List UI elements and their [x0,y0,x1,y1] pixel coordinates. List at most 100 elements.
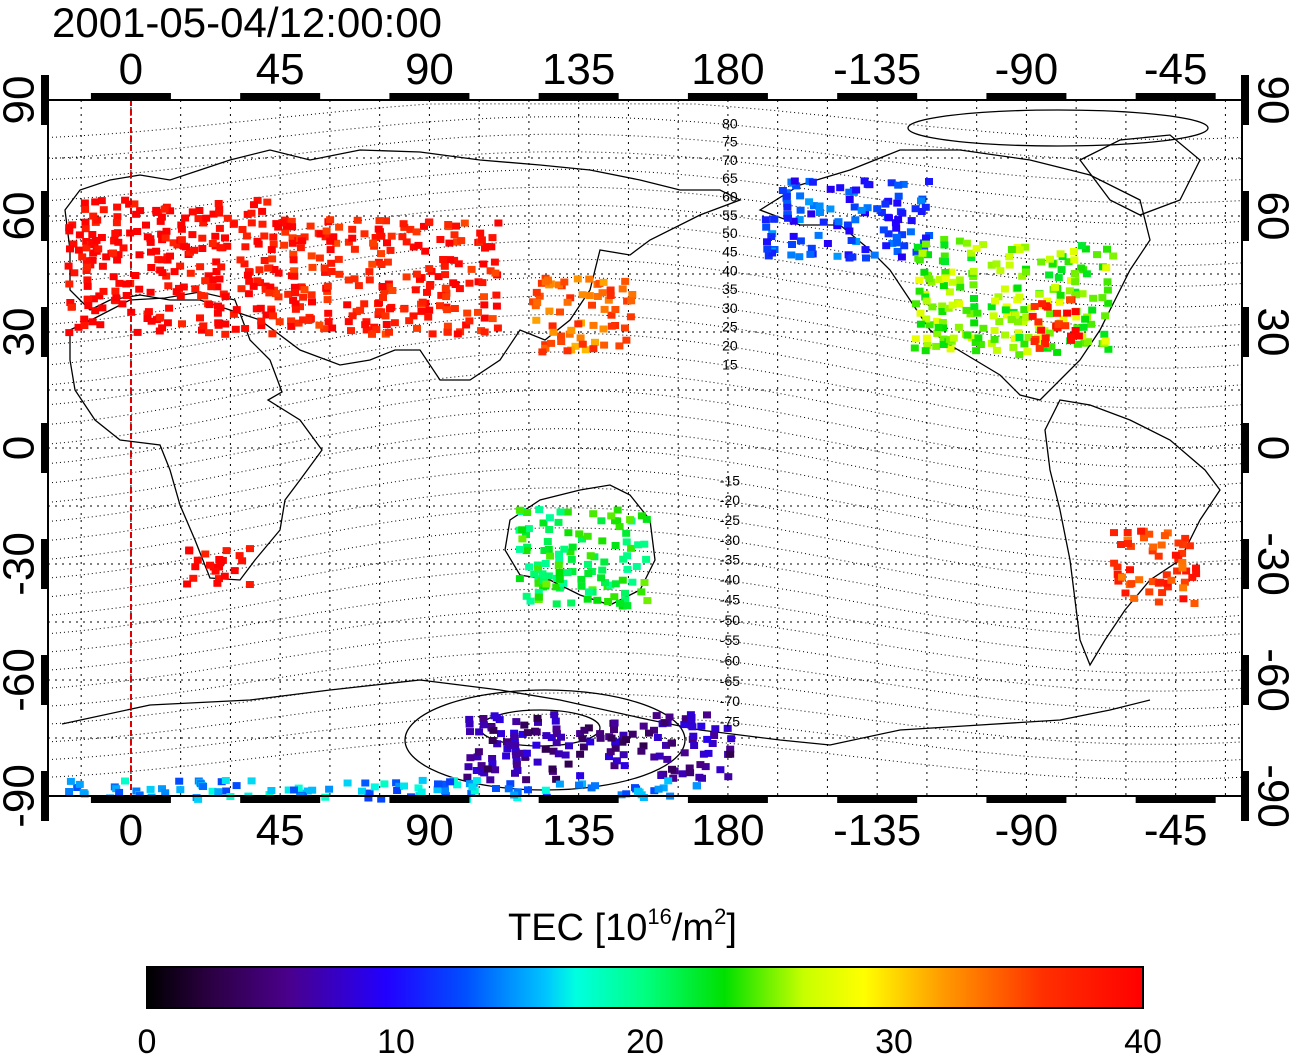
tec-cell [1064,258,1073,266]
tec-cell [385,328,393,336]
magnetic-contour [47,116,1243,162]
tec-cell [696,761,705,769]
tec-cell [925,275,934,283]
tec-cell [1079,323,1088,331]
tec-cell [1190,600,1199,607]
tec-cell [491,269,500,277]
tec-cell [622,336,631,344]
tec-cell [199,322,208,330]
tec-cell [365,268,374,276]
tec-cell [650,726,658,734]
tec-cell [65,280,74,288]
tec-cell [443,328,452,336]
tec-cell [1130,594,1139,602]
tec-cell [623,565,632,573]
tec-cell [610,726,618,734]
tec-cell [581,346,590,354]
magnetic-contour [47,168,1243,225]
tec-cell [381,312,390,320]
tec-cell [91,198,100,206]
tec-cell [1077,264,1086,272]
tec-cell [70,269,79,277]
tec-cell [701,763,710,771]
tec-cell [94,245,103,253]
top-longitude-label: -135 [833,45,921,94]
tec-cell [913,243,922,251]
tec-cell [1054,320,1063,328]
tec-cell [156,313,165,321]
tec-cell [287,322,296,330]
tec-cell [723,724,732,732]
tec-cell [547,734,556,742]
tec-cell [195,207,204,214]
tec-cell [948,301,957,309]
tec-cell [539,519,548,527]
tec-cell [460,219,469,227]
tec-cell [221,320,230,328]
tec-cell [115,279,124,287]
tec-cell [453,781,462,789]
tec-cell [1067,336,1075,344]
contour-value-label: 35 [722,281,738,297]
tec-cell [622,790,631,798]
contour-value-label: 25 [722,319,738,335]
tec-cell [1072,313,1081,321]
tec-cell [375,308,383,316]
tec-cell [323,296,332,304]
tec-cell [619,751,628,759]
tec-cell [446,256,455,264]
tec-cell [567,326,576,334]
tec-cell [265,289,274,297]
tec-cell [112,294,121,302]
tec-cell [571,342,580,350]
tec-cell [221,293,230,301]
tec-cell [466,754,475,762]
tec-cell [348,312,357,320]
tec-cell [763,245,772,253]
tec-cell [83,263,91,271]
tec-cell [450,305,459,312]
tec-cell [665,713,674,721]
tec-cell [962,239,971,247]
tec-cell [291,289,300,297]
tec-cell [335,223,344,231]
tec-cell [486,776,495,784]
tec-cell [348,234,357,242]
tec-cell [267,246,276,254]
tec-cell [640,579,649,586]
tec-cell [792,182,801,190]
tec-cell [601,579,609,587]
tec-cell [434,780,442,788]
contour-labels: 80 75 70 65 60 55 50 45 40 35 30 25 20 15 -15 -20 -25 -30… [720,116,740,730]
tec-cell [88,318,97,326]
tec-cell [289,256,298,264]
tec-cell [650,787,659,795]
tec-cell [542,732,551,740]
tec-cell [579,743,588,751]
tec-cell [578,735,587,743]
contour-value-label: 75 [722,134,738,150]
contour-value-label: 50 [722,225,738,241]
tec-cell [915,276,924,284]
tec-cell [940,236,949,243]
tec-cell [607,734,616,742]
tec-cell [114,238,123,246]
tec-cell [634,541,643,549]
tec-cell [922,297,931,305]
tec-cell [375,217,384,225]
tec-cell [1038,300,1046,308]
tec-cell [887,179,896,187]
tec-cell [921,293,930,301]
magnetic-contour [47,370,1243,449]
tec-cell [814,231,823,239]
tec-cell [611,306,620,313]
tec-cell [290,267,299,275]
tec-cell [584,588,593,596]
tec-cell [242,232,251,240]
tec-cell [382,321,391,328]
contour-value-label: -60 [720,652,740,668]
tec-cell [265,791,274,798]
tec-cell [201,550,210,558]
magnetic-contour [47,258,1243,329]
tec-cell [135,251,144,259]
